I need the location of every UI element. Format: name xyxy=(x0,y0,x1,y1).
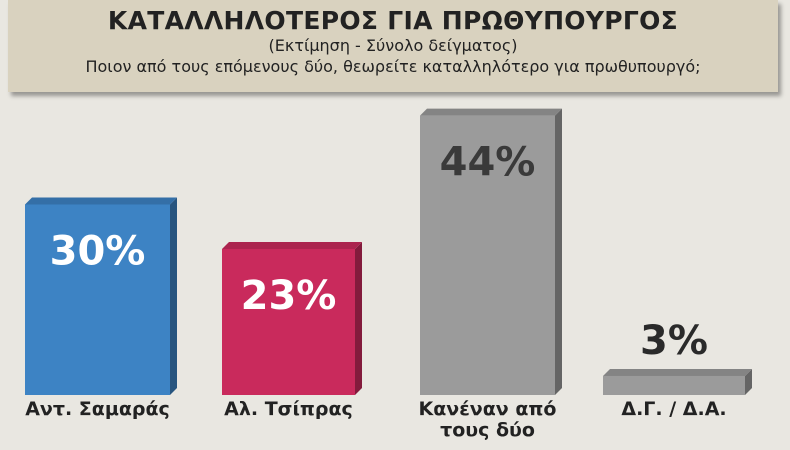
category-label: Κανέναν από τους δύο xyxy=(418,398,557,441)
bar-top xyxy=(222,241,362,249)
bar-top xyxy=(25,197,177,205)
bar-side xyxy=(555,108,562,395)
bar xyxy=(603,375,745,395)
chart-subtitle: (Εκτίμηση - Σύνολο δείγματος) xyxy=(268,36,518,55)
bar-top xyxy=(420,108,562,116)
category-label: Αντ. Σαμαράς xyxy=(25,398,170,420)
bar-side xyxy=(745,368,752,395)
value-label: 3% xyxy=(640,318,708,364)
bar xyxy=(25,204,170,395)
bar-side xyxy=(170,197,177,395)
bar xyxy=(222,248,355,395)
category-label: Δ.Γ. / Δ.Α. xyxy=(621,398,727,420)
bar-top xyxy=(603,368,752,376)
value-label: 44% xyxy=(440,140,536,186)
bar-side xyxy=(355,241,362,395)
header: ΚΑΤΑΛΛΗΛΟΤΕΡΟΣ ΓΙΑ ΠΡΩΘΥΠΟΥΡΓΟΣ (Εκτίμησ… xyxy=(8,0,778,92)
bar xyxy=(420,115,555,395)
value-label: 30% xyxy=(50,229,146,275)
category-label: Αλ. Τσίπρας xyxy=(224,398,353,420)
question: Ποιον από τους επόμενους δύο, θεωρείτε κ… xyxy=(85,57,701,76)
value-label: 23% xyxy=(241,273,337,319)
chart-title: ΚΑΤΑΛΛΗΛΟΤΕΡΟΣ ΓΙΑ ΠΡΩΘΥΠΟΥΡΓΟΣ xyxy=(107,6,679,35)
